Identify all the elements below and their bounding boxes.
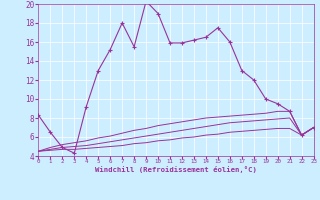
X-axis label: Windchill (Refroidissement éolien,°C): Windchill (Refroidissement éolien,°C) — [95, 166, 257, 173]
